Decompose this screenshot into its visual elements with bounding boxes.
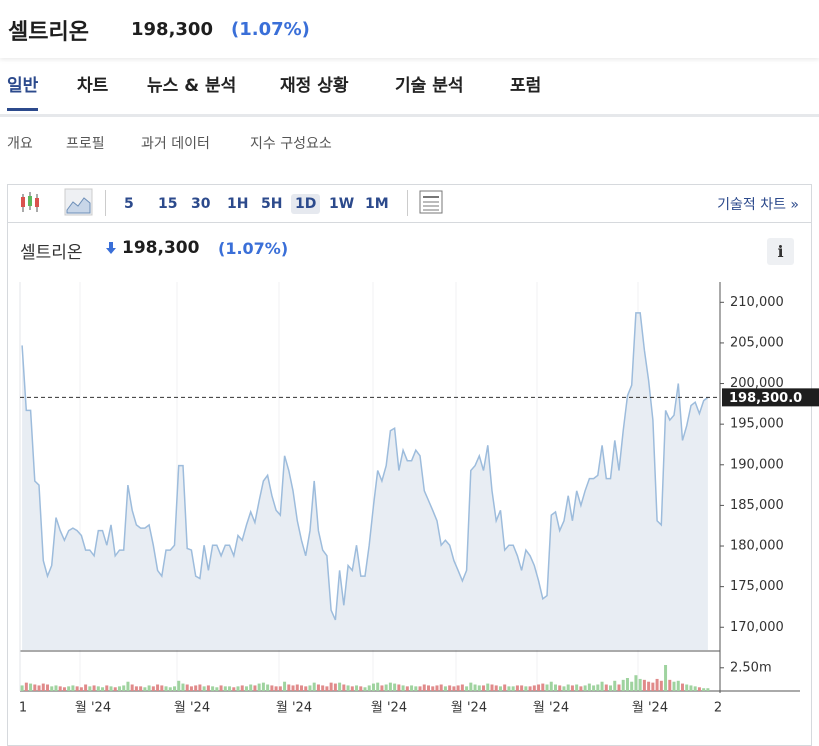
sub-tab[interactable]: 개요 xyxy=(7,136,33,152)
chart-title: 셀트리온 xyxy=(20,243,83,263)
area-icon[interactable] xyxy=(64,188,94,218)
toolbar: 5 15 30 1H 5H 1D 1W 1M xyxy=(7,184,811,223)
stock-title: 셀트리온 xyxy=(8,20,89,45)
down-arrow xyxy=(106,242,116,254)
interval-button[interactable]: 1M xyxy=(365,196,389,212)
chart-change: (1.07%) xyxy=(218,239,289,258)
info-button[interactable]: i xyxy=(767,238,794,265)
technical-chart-link[interactable]: 기술적 차트 » xyxy=(717,197,799,213)
chart-price: 198,300 xyxy=(122,238,200,258)
interval-button[interactable]: 1D xyxy=(291,194,321,214)
tab[interactable]: 차트 xyxy=(77,76,109,96)
interval-button[interactable]: 15 xyxy=(158,196,178,212)
interval-button[interactable]: 30 xyxy=(191,196,211,212)
layout-icon[interactable] xyxy=(417,188,447,218)
sub-tab[interactable]: 과거 데이터 xyxy=(141,136,210,152)
interval-button[interactable]: 1H xyxy=(227,196,249,212)
candle-icon[interactable] xyxy=(17,184,57,222)
stock-price: 198,300 xyxy=(131,19,213,40)
interval-button[interactable]: 1W xyxy=(329,196,355,212)
divider xyxy=(407,190,408,216)
tab[interactable]: 기술 분석 xyxy=(395,76,464,96)
header xyxy=(0,0,819,58)
sub-tab[interactable]: 지수 구성요소 xyxy=(250,136,332,152)
tab[interactable]: 뉴스 & 분석 xyxy=(147,76,237,96)
sub-tab[interactable]: 프로필 xyxy=(66,136,105,152)
chart-box xyxy=(7,184,812,746)
tab[interactable]: 포럼 xyxy=(510,76,542,96)
tab[interactable]: 재정 상황 xyxy=(280,76,349,96)
divider xyxy=(105,190,106,216)
stock-change: (1.07%) xyxy=(231,19,310,40)
interval-button[interactable]: 5H xyxy=(261,196,283,212)
tab[interactable]: 일반 xyxy=(7,71,39,111)
tab-bar: 일반 차트 뉴스 & 분석 재정 상황 기술 분석 포럼 xyxy=(0,68,819,117)
interval-button[interactable]: 5 xyxy=(124,196,134,212)
